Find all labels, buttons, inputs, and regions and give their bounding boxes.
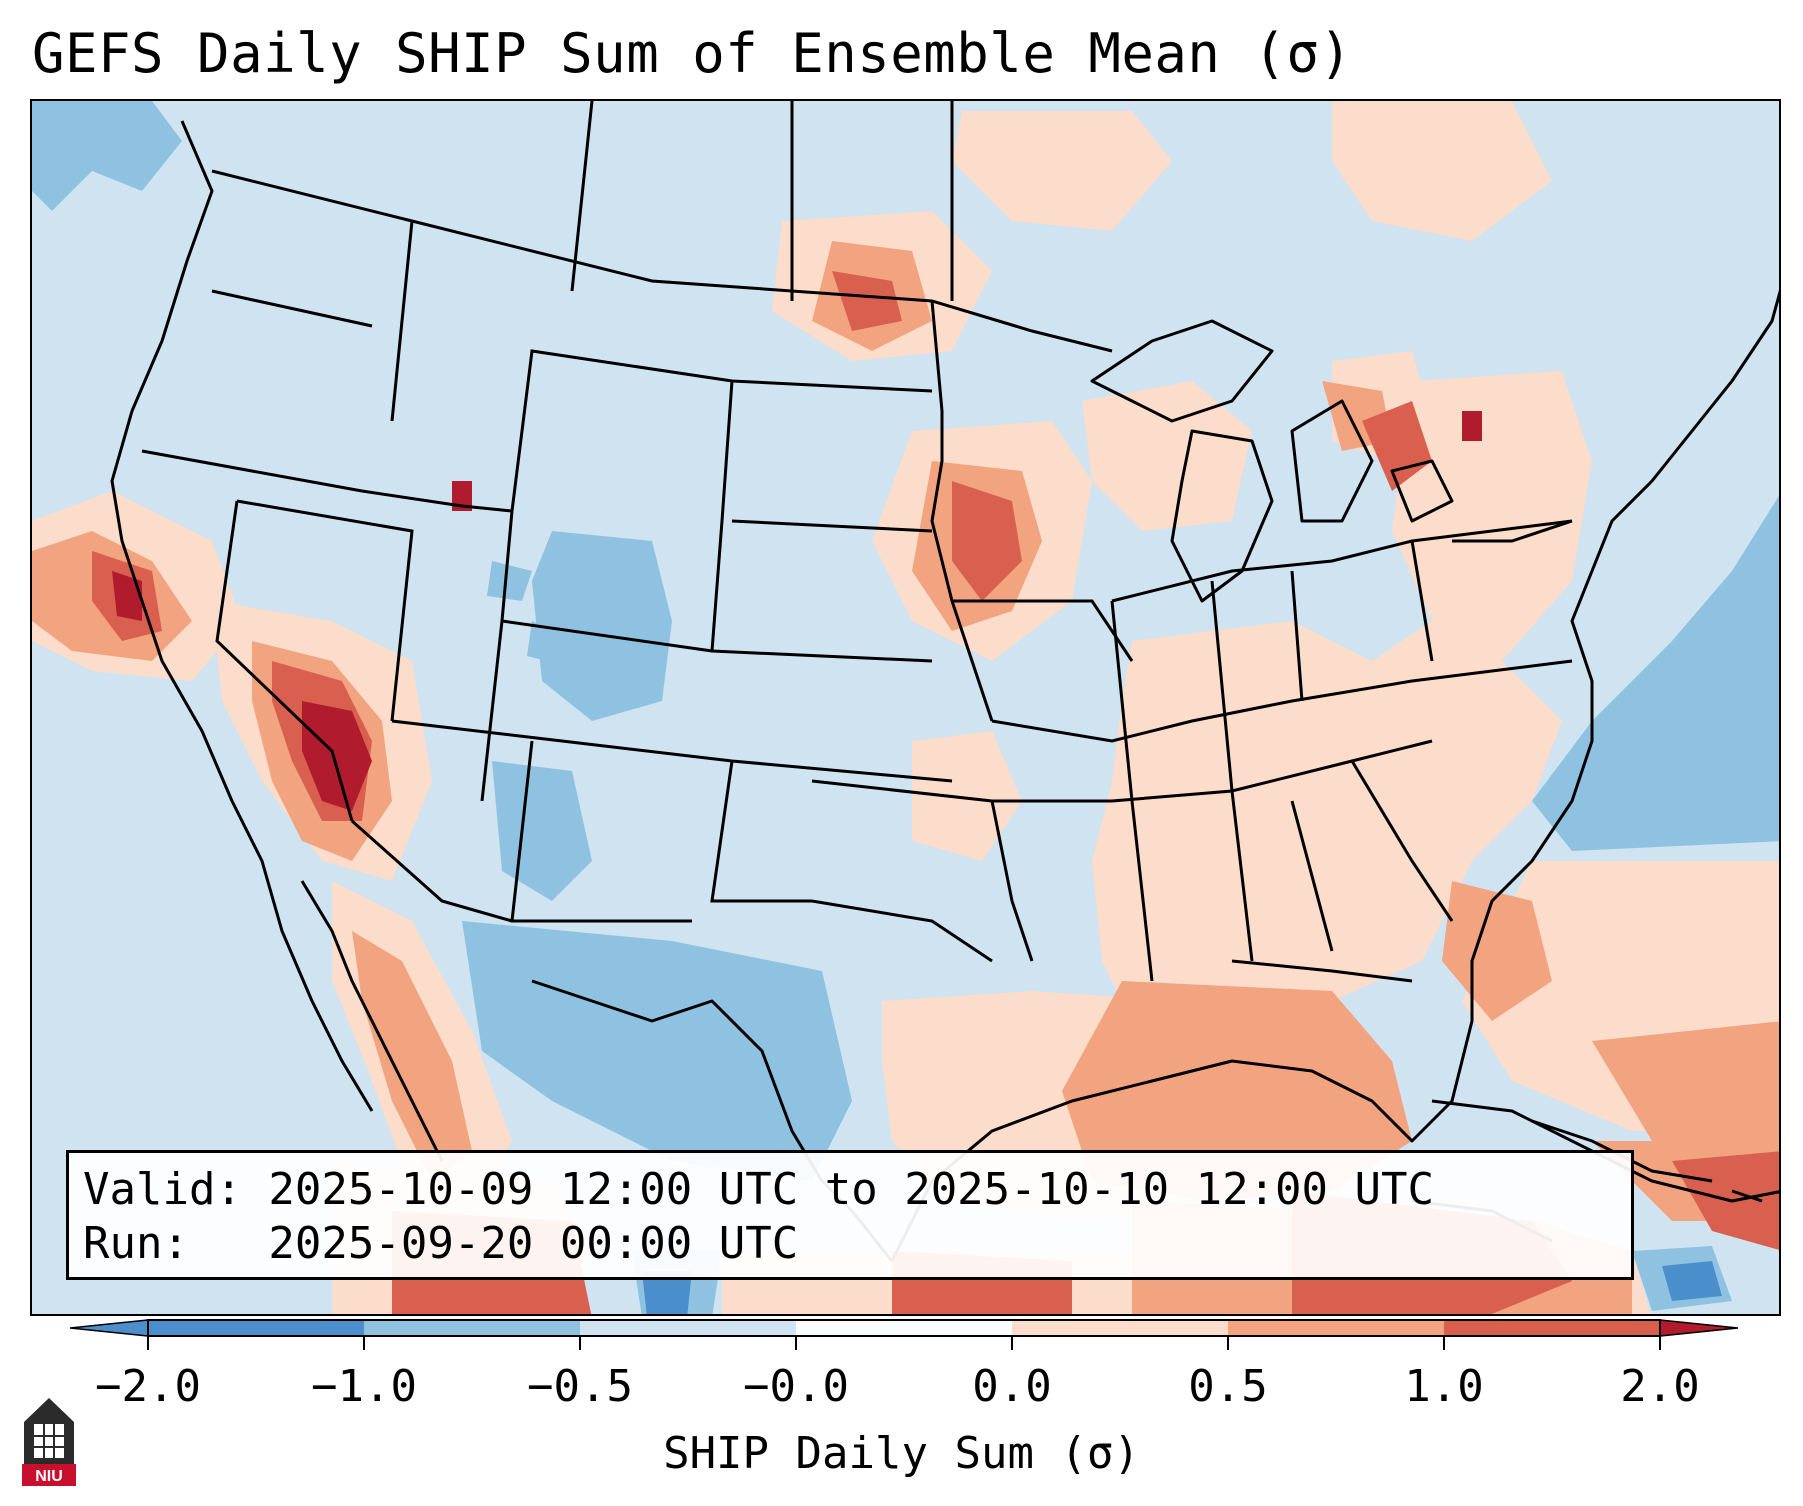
colorbar-bin-2 xyxy=(364,1320,580,1336)
colorbar-bin-3 xyxy=(580,1320,796,1336)
colorbar-tick-label: −1.0 xyxy=(311,1361,417,1412)
colorbar-bin-6 xyxy=(1228,1320,1444,1336)
map-title: GEFS Daily SHIP Sum of Ensemble Mean (σ) xyxy=(32,22,1353,85)
colorbar-label: SHIP Daily Sum (σ) xyxy=(663,1428,1140,1479)
colorbar-tick-label: −0.5 xyxy=(527,1361,633,1412)
colorbar-bin-1 xyxy=(148,1320,364,1336)
ship-anomaly-map xyxy=(32,101,1779,1314)
niu-logo-text: NIU xyxy=(35,1468,63,1485)
colorbar-tick-label: 2.0 xyxy=(1620,1361,1700,1412)
colorbar-bin-5 xyxy=(1012,1320,1228,1336)
colorbar-tick-label: −0.0 xyxy=(743,1361,849,1412)
run-time-line: Run: 2025-09-20 00:00 UTC xyxy=(83,1218,799,1269)
colorbar-tick-label: 0.0 xyxy=(972,1361,1052,1412)
colorbar-tick-label: 1.0 xyxy=(1404,1361,1484,1412)
colorbar xyxy=(70,1319,1739,1350)
colorbar-bin-4 xyxy=(796,1320,1012,1336)
valid-time-line: Valid: 2025-10-09 12:00 UTC to 2025-10-1… xyxy=(83,1164,1435,1215)
colorbar-tick-marks xyxy=(147,1336,1661,1350)
colorbar-tick-label: −2.0 xyxy=(95,1361,201,1412)
colorbar-outline xyxy=(147,1319,1661,1337)
colorbar-extend-low xyxy=(70,1319,149,1337)
niu-logo: NIU xyxy=(22,1398,76,1486)
state-borders xyxy=(141,101,1573,983)
map-panel xyxy=(30,99,1781,1316)
positive-max-patches xyxy=(112,411,1482,811)
colorbar-extend-high xyxy=(1659,1319,1739,1337)
colorbar-bin-7 xyxy=(1444,1320,1660,1336)
colorbar-tick-label: 0.5 xyxy=(1188,1361,1268,1412)
valid-run-info-box: Valid: 2025-10-09 12:00 UTC to 2025-10-1… xyxy=(66,1150,1634,1280)
strong-negative-patches xyxy=(642,1261,1722,1314)
